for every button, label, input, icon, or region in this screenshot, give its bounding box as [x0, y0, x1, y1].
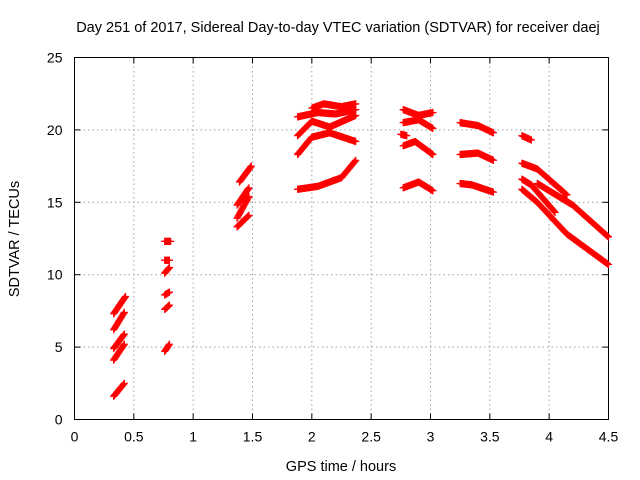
- data-point: [562, 190, 570, 199]
- x-tick-label: 2: [308, 429, 316, 445]
- data-point: [403, 132, 411, 140]
- x-tick-label: 4: [545, 429, 553, 445]
- data-point: [120, 341, 128, 349]
- x-tick-label: 3: [427, 429, 435, 445]
- data-point: [165, 256, 174, 264]
- data-point: [604, 233, 613, 241]
- data-point: [561, 190, 570, 198]
- data-point: [164, 302, 172, 310]
- data-point: [247, 162, 255, 170]
- data-point: [351, 157, 359, 165]
- data-point: [120, 380, 128, 388]
- data-point: [120, 331, 128, 339]
- data-point: [120, 308, 128, 316]
- x-tick-label: 0.5: [124, 429, 144, 445]
- data-point: [165, 341, 173, 349]
- data-point: [120, 379, 128, 387]
- data-point: [603, 232, 611, 240]
- x-tick-label: 2.5: [361, 429, 381, 445]
- x-tick-label: 3.5: [480, 429, 500, 445]
- data-point: [352, 156, 360, 164]
- data-point: [121, 292, 130, 301]
- data-point: [243, 213, 252, 221]
- data-point: [165, 301, 174, 309]
- axis-ticks: [74, 57, 609, 420]
- data-points: [110, 100, 613, 400]
- data-point: [550, 208, 558, 216]
- tick-labels: 0 0.5 1 1.5 2 2.5 3 3.5 4 4.5 0 5 10 15 20 25: [47, 50, 619, 445]
- y-tick-label: 20: [47, 122, 63, 138]
- x-tick-label: 0: [71, 429, 79, 445]
- data-point: [165, 340, 174, 348]
- data-point: [429, 150, 437, 159]
- y-tick-label: 5: [55, 339, 63, 355]
- data-point: [429, 124, 437, 133]
- y-tick-label: 0: [55, 412, 63, 428]
- x-tick-label: 1.5: [243, 429, 263, 445]
- data-point: [119, 381, 127, 389]
- data-point: [167, 237, 175, 245]
- y-axis-label: SDTVAR / TECUs: [7, 181, 23, 297]
- data-point: [244, 194, 252, 202]
- data-point: [247, 163, 255, 171]
- data-point: [245, 184, 253, 192]
- data-point: [604, 232, 612, 241]
- data-point: [165, 263, 174, 272]
- data-point: [352, 137, 360, 146]
- data-point: [489, 129, 497, 137]
- data-point: [120, 309, 128, 318]
- data-point: [429, 108, 437, 117]
- data-point: [121, 293, 129, 302]
- data-point: [489, 156, 497, 164]
- x-tick-label: 1: [189, 429, 197, 445]
- grid: [74, 57, 609, 420]
- y-tick-label: 25: [47, 50, 63, 66]
- data-point: [165, 264, 173, 272]
- data-point: [429, 187, 437, 195]
- data-point: [604, 260, 613, 269]
- data-point: [165, 288, 174, 296]
- y-tick-label: 10: [47, 267, 63, 283]
- chart-title: Day 251 of 2017, Sidereal Day-to-day VTE…: [76, 20, 600, 36]
- data-point: [563, 191, 571, 199]
- data-point: [244, 212, 252, 220]
- data-point: [550, 207, 558, 215]
- data-point: [244, 185, 252, 193]
- data-point: [120, 340, 128, 348]
- data-point: [245, 211, 253, 219]
- data-point: [165, 302, 173, 310]
- data-point: [489, 188, 497, 196]
- data-point: [164, 265, 172, 273]
- data-point: [120, 330, 128, 338]
- y-tick-label: 15: [47, 194, 63, 210]
- data-point: [527, 136, 535, 144]
- data-point: [350, 158, 358, 166]
- x-tick-label: 4.5: [599, 429, 619, 445]
- data-point: [551, 208, 559, 217]
- x-axis-label: GPS time / hours: [286, 459, 396, 475]
- data-point: [352, 100, 360, 108]
